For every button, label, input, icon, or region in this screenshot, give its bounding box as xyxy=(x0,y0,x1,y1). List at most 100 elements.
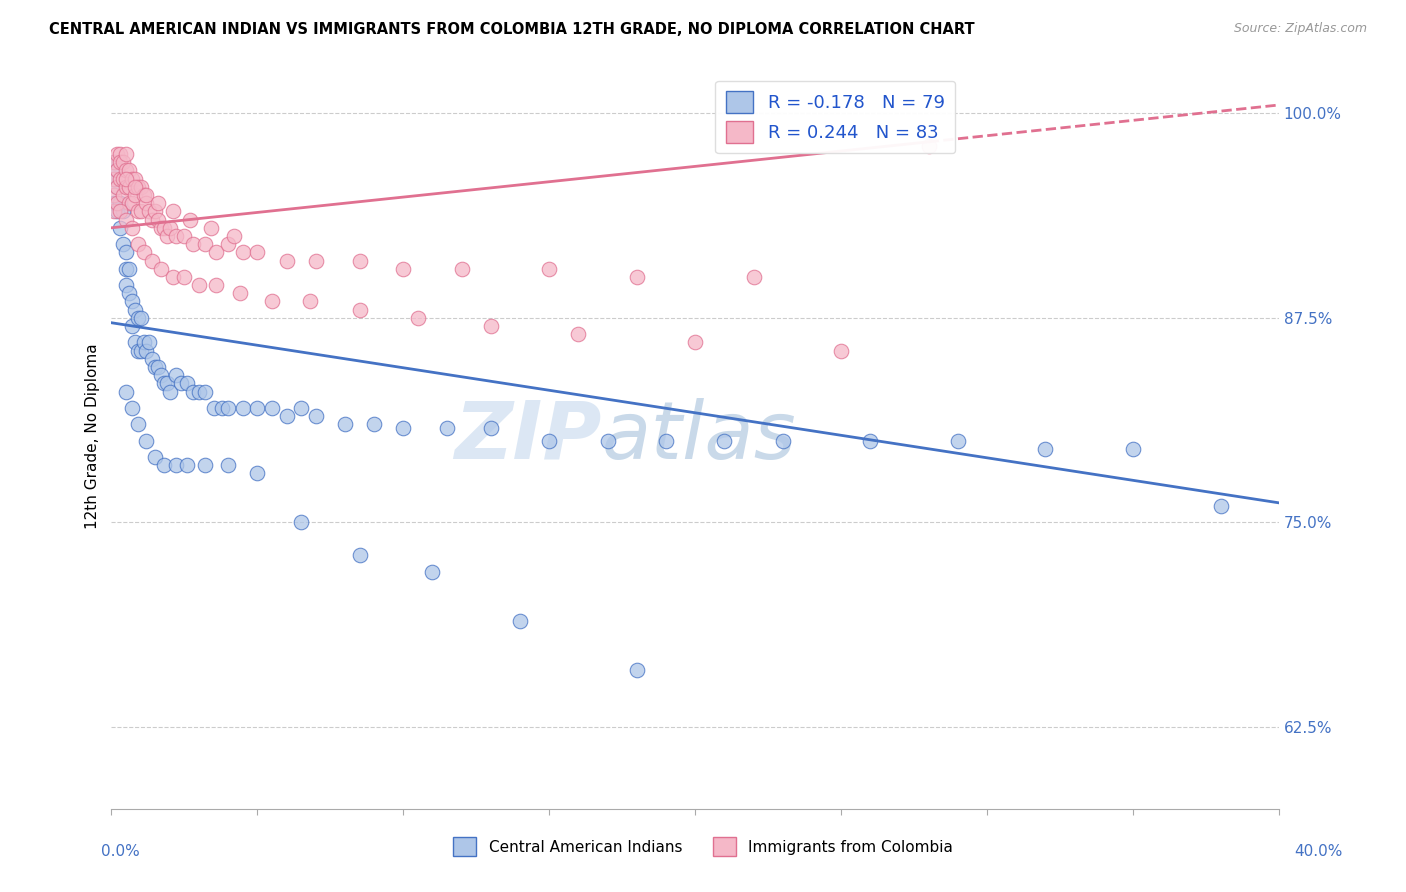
Point xyxy=(217,237,239,252)
Point xyxy=(1035,442,1057,456)
Point xyxy=(153,220,176,235)
Point xyxy=(179,212,201,227)
Point xyxy=(232,401,254,415)
Point xyxy=(436,420,458,434)
Point xyxy=(153,458,176,473)
Point xyxy=(143,359,166,374)
Point xyxy=(115,179,138,194)
Point xyxy=(246,467,269,481)
Point xyxy=(181,384,204,399)
Point xyxy=(830,343,852,358)
Point xyxy=(655,434,678,448)
Point xyxy=(156,229,179,244)
Point xyxy=(135,188,157,202)
Point xyxy=(121,401,143,415)
Text: Source: ZipAtlas.com: Source: ZipAtlas.com xyxy=(1233,22,1367,36)
Point xyxy=(246,401,269,415)
Point xyxy=(115,212,138,227)
Point xyxy=(150,220,173,235)
Point xyxy=(105,196,128,211)
Point xyxy=(626,663,648,677)
Point xyxy=(115,278,138,293)
Point xyxy=(121,196,143,211)
Point xyxy=(229,286,252,301)
Text: 40.0%: 40.0% xyxy=(1295,845,1343,859)
Point xyxy=(112,188,135,202)
Point xyxy=(103,171,125,186)
Point xyxy=(118,179,141,194)
Point xyxy=(127,417,149,432)
Point xyxy=(115,171,138,186)
Point xyxy=(946,434,969,448)
Point xyxy=(141,253,163,268)
Point xyxy=(1122,442,1144,456)
Point xyxy=(138,335,160,350)
Point xyxy=(479,420,502,434)
Point xyxy=(105,147,128,161)
Point xyxy=(509,614,531,628)
Point xyxy=(205,245,228,260)
Point xyxy=(121,220,143,235)
Point xyxy=(118,286,141,301)
Point xyxy=(124,188,146,202)
Point xyxy=(159,384,181,399)
Point xyxy=(143,450,166,464)
Point xyxy=(165,368,187,383)
Point xyxy=(103,188,125,202)
Point xyxy=(422,565,444,579)
Point xyxy=(129,204,152,219)
Legend: R = -0.178   N = 79, R = 0.244   N = 83: R = -0.178 N = 79, R = 0.244 N = 83 xyxy=(716,80,955,153)
Point xyxy=(108,147,131,161)
Point xyxy=(150,261,173,276)
Point xyxy=(135,343,157,358)
Point xyxy=(129,179,152,194)
Point xyxy=(217,458,239,473)
Point xyxy=(132,335,155,350)
Point xyxy=(138,204,160,219)
Point xyxy=(141,351,163,366)
Point xyxy=(129,310,152,325)
Point xyxy=(211,401,233,415)
Point xyxy=(246,245,269,260)
Point xyxy=(626,269,648,284)
Text: CENTRAL AMERICAN INDIAN VS IMMIGRANTS FROM COLOMBIA 12TH GRADE, NO DIPLOMA CORRE: CENTRAL AMERICAN INDIAN VS IMMIGRANTS FR… xyxy=(49,22,974,37)
Point xyxy=(170,376,193,391)
Point xyxy=(683,335,706,350)
Point xyxy=(305,253,328,268)
Point xyxy=(105,204,128,219)
Point xyxy=(392,420,415,434)
Point xyxy=(713,434,735,448)
Point xyxy=(173,229,195,244)
Point xyxy=(742,269,765,284)
Point xyxy=(363,417,385,432)
Point xyxy=(112,237,135,252)
Point xyxy=(118,196,141,211)
Point xyxy=(918,139,941,153)
Point xyxy=(108,220,131,235)
Point xyxy=(132,245,155,260)
Point xyxy=(159,220,181,235)
Point xyxy=(205,278,228,293)
Point xyxy=(103,204,125,219)
Point xyxy=(188,384,211,399)
Point xyxy=(105,179,128,194)
Point xyxy=(194,384,217,399)
Point xyxy=(217,401,239,415)
Point xyxy=(479,318,502,333)
Point xyxy=(127,310,149,325)
Point xyxy=(103,155,125,169)
Point xyxy=(146,212,169,227)
Point xyxy=(127,237,149,252)
Point xyxy=(115,384,138,399)
Point xyxy=(135,434,157,448)
Point xyxy=(143,204,166,219)
Text: ZIP: ZIP xyxy=(454,398,602,475)
Point xyxy=(105,163,128,178)
Point xyxy=(105,179,128,194)
Point xyxy=(260,401,283,415)
Point xyxy=(450,261,472,276)
Point xyxy=(538,261,561,276)
Point xyxy=(305,409,328,423)
Point xyxy=(181,237,204,252)
Point xyxy=(118,163,141,178)
